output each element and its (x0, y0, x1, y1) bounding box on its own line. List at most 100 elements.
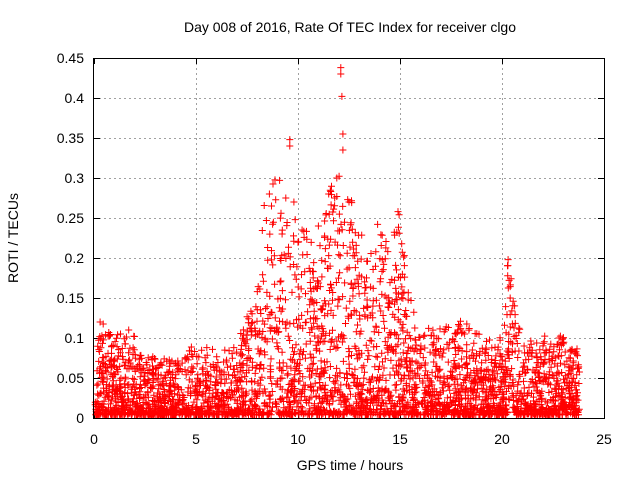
data-point (225, 386, 233, 394)
data-point (233, 348, 241, 356)
data-point (478, 359, 486, 367)
data-point (184, 388, 192, 396)
data-point (286, 136, 294, 144)
data-point (517, 404, 525, 412)
data-point (187, 409, 195, 417)
data-point (423, 406, 431, 414)
data-point (410, 308, 418, 316)
data-point (436, 400, 443, 408)
y-tick-label: 0.05 (57, 370, 84, 386)
data-point (263, 288, 271, 296)
data-point (506, 283, 514, 291)
data-point (496, 334, 504, 342)
data-point (392, 284, 400, 292)
data-point (124, 401, 132, 409)
data-point (272, 327, 280, 335)
data-point (407, 411, 415, 418)
data-point (122, 375, 130, 383)
data-point (396, 407, 404, 415)
data-point (548, 397, 556, 405)
data-point (347, 280, 355, 288)
data-point (366, 405, 374, 413)
data-point (372, 248, 380, 256)
data-point (455, 411, 463, 419)
data-point (434, 391, 442, 399)
data-point (398, 240, 406, 248)
data-point (328, 336, 336, 344)
data-point (399, 349, 407, 357)
data-point (506, 371, 514, 379)
data-point (322, 211, 330, 219)
data-point (534, 374, 542, 381)
data-point (312, 283, 320, 291)
data-point (559, 404, 567, 412)
data-point (142, 359, 150, 366)
data-point (338, 338, 346, 346)
data-point (379, 312, 387, 319)
data-point (498, 395, 506, 403)
data-point (121, 340, 129, 348)
data-point (300, 233, 308, 241)
data-point (266, 374, 274, 382)
data-point (157, 371, 165, 379)
data-point (276, 214, 284, 222)
data-point (419, 354, 427, 362)
data-point (343, 370, 351, 378)
data-point (391, 409, 399, 417)
data-point (178, 400, 186, 408)
data-point (295, 238, 303, 246)
data-point (374, 366, 382, 373)
data-point (142, 408, 150, 416)
data-point (392, 296, 400, 303)
data-point (142, 380, 150, 388)
data-point (207, 378, 215, 386)
data-point (559, 398, 567, 406)
data-point (97, 368, 105, 376)
data-point (387, 331, 394, 339)
data-point (298, 226, 306, 234)
data-point (108, 349, 115, 357)
data-point (153, 411, 161, 418)
data-point (414, 410, 422, 418)
data-point (306, 350, 314, 358)
data-point (352, 328, 360, 336)
data-point (505, 338, 513, 345)
data-point (412, 358, 420, 366)
data-point (354, 411, 362, 419)
data-point (296, 370, 304, 377)
data-point (276, 359, 283, 367)
data-point (460, 408, 468, 416)
data-point (313, 299, 321, 306)
data-point (405, 372, 413, 380)
data-point (332, 387, 340, 394)
data-point (308, 360, 316, 368)
data-point (135, 405, 143, 413)
data-point (514, 381, 522, 389)
data-point (386, 300, 394, 307)
data-point (331, 202, 339, 210)
data-point (191, 348, 199, 355)
data-point (336, 252, 344, 260)
data-point (532, 383, 540, 391)
data-point (398, 248, 406, 256)
data-point (436, 408, 444, 416)
data-point (126, 359, 134, 367)
data-point (304, 365, 312, 373)
data-point (321, 406, 328, 414)
data-point (413, 347, 421, 355)
y-tick-label: 0.45 (57, 50, 84, 66)
data-point (392, 367, 400, 375)
data-point (276, 176, 284, 184)
data-point (279, 305, 287, 313)
data-point (470, 339, 478, 347)
data-point (376, 278, 384, 286)
data-point (310, 259, 318, 267)
data-point (310, 307, 318, 315)
data-point (136, 352, 144, 360)
data-point (347, 390, 354, 398)
data-point (481, 389, 489, 397)
data-point (191, 387, 199, 395)
data-point (370, 343, 378, 351)
data-point (355, 403, 363, 411)
data-point (444, 383, 452, 390)
